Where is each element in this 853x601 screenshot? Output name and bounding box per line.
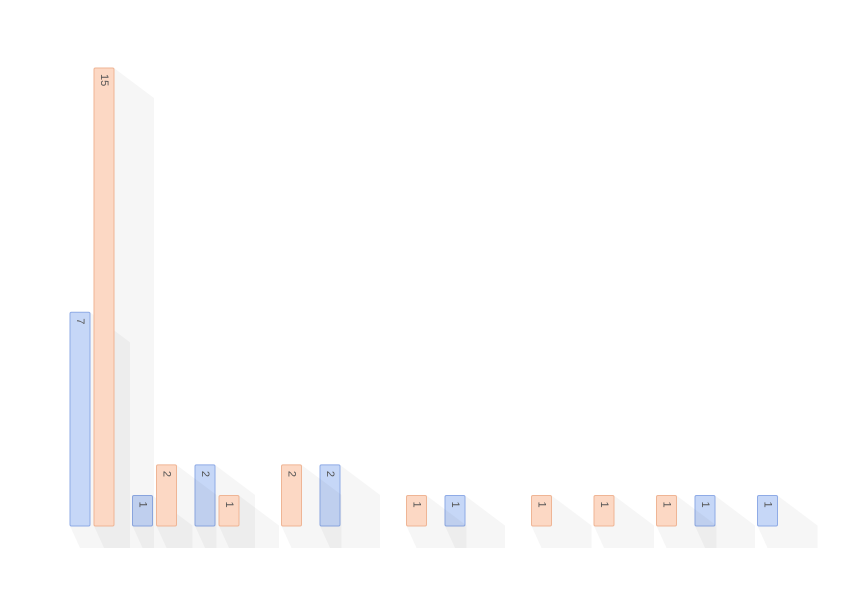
bar bbox=[93, 67, 115, 527]
data-label: 2 bbox=[286, 471, 298, 477]
data-label: 15 bbox=[98, 74, 110, 86]
data-label: 1 bbox=[449, 501, 461, 507]
data-label: 1 bbox=[411, 501, 423, 507]
bar bbox=[694, 494, 716, 527]
bar bbox=[319, 464, 341, 527]
data-label: 2 bbox=[199, 471, 211, 477]
data-label: 1 bbox=[762, 501, 774, 507]
data-label: 1 bbox=[223, 501, 235, 507]
bar bbox=[656, 494, 677, 527]
data-label: 2 bbox=[161, 471, 173, 477]
data-label: 1 bbox=[699, 501, 711, 507]
bar bbox=[406, 494, 427, 527]
bar bbox=[757, 494, 778, 527]
data-label: 1 bbox=[598, 501, 610, 507]
data-label: 7 bbox=[74, 318, 86, 324]
bar bbox=[156, 464, 177, 527]
data-label: 2 bbox=[324, 471, 336, 477]
bar bbox=[593, 494, 615, 527]
bar bbox=[281, 464, 302, 527]
data-label: 1 bbox=[137, 501, 149, 507]
bar bbox=[218, 494, 240, 527]
data-label: 1 bbox=[661, 501, 673, 507]
bar bbox=[444, 494, 466, 527]
bar bbox=[132, 494, 153, 527]
data-label: 1 bbox=[536, 501, 548, 507]
bar bbox=[69, 311, 91, 527]
bar bbox=[194, 464, 216, 527]
bar bbox=[531, 494, 552, 527]
